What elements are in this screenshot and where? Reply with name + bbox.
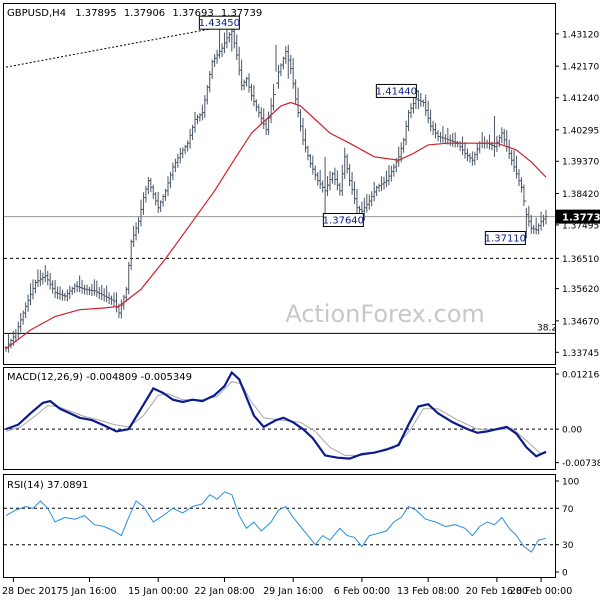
- macd-tick-0: 0.012164: [562, 371, 600, 381]
- price-annotation-label: 1.41440: [376, 86, 417, 97]
- price-close-label: 1.37739: [221, 8, 262, 19]
- price-tick-10: 1.33745: [562, 349, 599, 359]
- rsi-panel: 100 70 30 0: [4, 478, 579, 579]
- rsi-tick-0: 100: [562, 478, 579, 488]
- macd-panel-label: MACD(12,26,9) -0.004809 -0.005349: [7, 372, 192, 383]
- x-tick-label: 28 Dec 2017: [2, 586, 63, 597]
- x-tick-label: 20 Feb 16:00: [466, 586, 528, 597]
- rsi-tick-1: 70: [562, 505, 574, 515]
- rsi-tick-3: 0: [562, 569, 568, 579]
- price-annotation: 1.37110: [485, 231, 527, 245]
- price-tick-2: 1.41240: [562, 94, 599, 104]
- price-tick-6: 1.37495: [562, 221, 599, 231]
- price-tick-0: 1.43120: [562, 30, 599, 40]
- price-panel-frame: [3, 3, 556, 365]
- x-tick-label: 13 Feb 08:00: [397, 586, 459, 597]
- price-bar: [544, 209, 548, 225]
- price-annotation: 1.37640: [323, 213, 365, 227]
- macd-signal-line: [5, 381, 547, 456]
- price-tick-4: 1.39370: [562, 158, 599, 168]
- price-annotation-label: 1.43450: [199, 18, 240, 29]
- price-tick-1: 1.42170: [562, 63, 599, 73]
- last-price-label: 1.37739: [562, 213, 600, 224]
- price-low-label: 1.37693: [172, 8, 213, 19]
- macd-main-line: [5, 370, 547, 460]
- price-high-label: 1.37906: [124, 8, 165, 19]
- price-symbol-label: GBPUSD,H4: [7, 8, 66, 19]
- price-open-label: 1.37895: [75, 8, 116, 19]
- marked-price-label: 1.36510: [562, 255, 599, 265]
- x-axis: 28 Dec 2017 5 Jan 16:00 15 Jan 00:00 22 Jan…: [2, 578, 572, 597]
- macd-panel-frame: [3, 367, 556, 470]
- last-price-label-bg: [556, 209, 600, 224]
- macd-tick-1: 0.00: [562, 426, 582, 436]
- price-annotation: 1.43450: [199, 15, 240, 30]
- macd-tick-2: -0.007384: [562, 459, 600, 469]
- price-tick-8: 1.35620: [562, 285, 599, 295]
- price-tick-5: 1.38420: [562, 190, 599, 200]
- rsi-tick-2: 30: [562, 541, 574, 551]
- price-annotation-label: 1.37640: [323, 216, 364, 227]
- fib-382-label: 38.2: [537, 323, 557, 333]
- x-tick-label: 5 Jan 16:00: [62, 586, 116, 597]
- watermark: ActionForex.com: [285, 300, 485, 328]
- x-tick-label: 29 Jan 16:00: [263, 586, 323, 597]
- rsi-panel-label: RSI(14) 37.0891: [7, 480, 88, 491]
- price-annotation-label: 1.37110: [485, 234, 526, 245]
- x-tick-label: 15 Jan 00:00: [128, 586, 188, 597]
- x-tick-label: 28 Feb 00:00: [510, 586, 572, 597]
- moving-average-line: [5, 101, 547, 350]
- dotted-trend-line: [5, 24, 230, 68]
- rsi-line: [5, 491, 547, 553]
- price-tick-9: 1.34670: [562, 317, 599, 327]
- price-bars: [4, 22, 548, 353]
- rsi-panel-frame: [3, 474, 556, 578]
- price-panel-header: GBPUSD,H4 1.37895 1.37906 1.37693 1.3773…: [7, 8, 262, 19]
- x-tick-label: 22 Jan 08:00: [194, 586, 254, 597]
- price-panel: 1.43120 1.42170 1.41240 1.40295 1.39370 1.384…: [4, 15, 600, 359]
- price-tick-3: 1.40295: [562, 126, 599, 136]
- x-tick-label: 6 Feb 00:00: [334, 586, 390, 597]
- macd-panel: 0.012164 0.00 -0.007384: [4, 370, 600, 469]
- price-annotation: 1.41440: [376, 83, 419, 98]
